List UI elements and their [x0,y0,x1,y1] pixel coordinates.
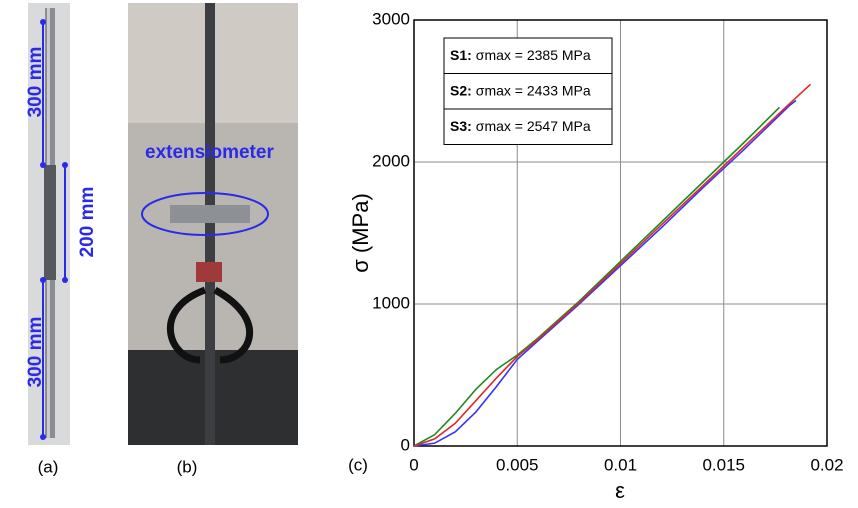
x-tick-label: 0.015 [702,455,745,474]
legend-name: S2: [450,82,472,98]
x-tick-label: 0.01 [604,455,637,474]
rod-wrap [44,165,56,280]
rod [205,3,215,445]
dimension-label: 300 mm [25,47,46,118]
x-axis-label: ε [615,478,625,503]
y-tick-label: 3000 [372,9,410,28]
legend-label: σmax = 2385 MPa [476,46,591,62]
cable [167,286,253,364]
dimension-dot [40,19,46,25]
panel-label: (a) [38,457,59,476]
photo-b: extensiometer [128,3,298,445]
legend-entry: S3: σmax = 2547 MPa [450,117,591,133]
series-line [413,106,781,447]
dimension-dot [40,277,46,283]
y-tick-label: 1000 [372,293,410,312]
x-tick-label: 0 [409,455,418,474]
y-axis-label: σ (MPa) [348,193,373,273]
dimension-label: 300 mm [25,317,46,388]
dimension-label: 200 mm [77,187,98,258]
legend-entry: S2: σmax = 2433 MPa [450,82,591,98]
legend-label: σmax = 2433 MPa [476,82,591,98]
legend-box [443,37,613,145]
dimension-dot [62,277,68,283]
series-line [413,83,812,447]
photo-a: 300 mm 200 mm 300 mm [25,3,98,445]
legend-label: σmax = 2547 MPa [476,117,591,133]
extensiometer-device [170,205,250,223]
plot-frame [413,19,828,447]
legend-name: S3: [450,117,472,133]
series-line [413,99,797,447]
x-tick-label: 0.02 [810,455,843,474]
dimension-dot [62,162,68,168]
x-tick-label: 0.005 [496,455,539,474]
panel-label: (c) [348,455,368,474]
y-tick-label: 0 [401,435,410,454]
dimension-dot [40,434,46,440]
legend-name: S1: [450,46,472,62]
highlight-ellipse [141,192,269,236]
clamp [196,262,222,282]
dimension-dot [40,162,46,168]
panel-label: (b) [177,457,198,476]
y-tick-label: 2000 [372,151,410,170]
legend-entry: S1: σmax = 2385 MPa [450,46,591,62]
annotation: extensiometer [145,142,274,163]
